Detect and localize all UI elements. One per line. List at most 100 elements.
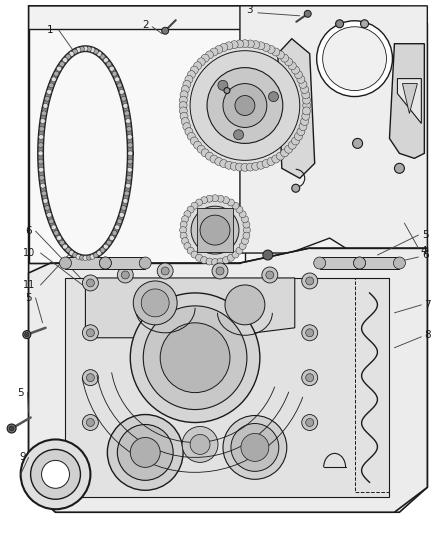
Circle shape [7, 424, 16, 433]
Circle shape [302, 112, 310, 120]
Circle shape [57, 236, 62, 240]
Circle shape [21, 439, 90, 509]
Circle shape [263, 250, 273, 260]
Circle shape [39, 126, 44, 132]
Circle shape [72, 253, 78, 257]
Circle shape [130, 293, 260, 423]
Circle shape [232, 202, 239, 209]
Circle shape [236, 40, 244, 48]
Circle shape [190, 434, 210, 455]
Circle shape [66, 247, 71, 253]
Bar [320, 257, 360, 269]
Circle shape [146, 443, 154, 451]
Circle shape [185, 75, 193, 83]
Circle shape [182, 426, 218, 462]
Text: 7: 7 [424, 300, 431, 310]
Circle shape [46, 90, 52, 94]
Circle shape [262, 159, 270, 167]
Circle shape [112, 71, 117, 76]
Circle shape [276, 152, 284, 160]
Circle shape [99, 257, 111, 269]
Circle shape [106, 240, 111, 245]
Circle shape [190, 51, 300, 160]
Circle shape [246, 40, 254, 48]
Circle shape [90, 47, 95, 52]
Bar [106, 257, 145, 269]
Circle shape [218, 80, 228, 90]
Circle shape [97, 251, 102, 255]
Text: 5: 5 [18, 387, 24, 398]
Circle shape [224, 87, 230, 94]
Circle shape [69, 51, 74, 56]
Circle shape [292, 184, 300, 192]
Circle shape [196, 448, 204, 456]
Circle shape [191, 202, 198, 209]
Circle shape [294, 71, 302, 78]
Circle shape [353, 139, 363, 148]
Circle shape [184, 243, 191, 249]
Circle shape [38, 143, 43, 148]
Circle shape [124, 111, 129, 116]
Circle shape [303, 96, 311, 104]
Circle shape [162, 27, 169, 34]
Circle shape [126, 118, 131, 124]
Circle shape [272, 155, 280, 163]
Circle shape [267, 158, 275, 166]
Circle shape [225, 161, 233, 169]
Circle shape [161, 267, 169, 275]
Circle shape [196, 199, 202, 206]
Circle shape [86, 46, 92, 52]
Circle shape [93, 253, 99, 257]
Circle shape [207, 68, 283, 143]
Circle shape [215, 45, 223, 53]
Circle shape [82, 370, 99, 385]
Circle shape [220, 159, 228, 167]
Circle shape [117, 83, 122, 88]
Polygon shape [28, 248, 427, 512]
Polygon shape [28, 29, 245, 263]
Circle shape [180, 107, 187, 115]
Circle shape [225, 285, 265, 325]
Circle shape [142, 439, 158, 455]
Circle shape [100, 54, 105, 59]
Circle shape [210, 48, 218, 56]
Circle shape [39, 175, 44, 180]
Circle shape [241, 433, 269, 462]
Circle shape [230, 41, 238, 49]
Circle shape [212, 263, 228, 279]
Circle shape [216, 267, 224, 275]
Circle shape [201, 256, 208, 264]
Circle shape [86, 255, 92, 260]
Circle shape [40, 183, 45, 188]
Circle shape [124, 191, 129, 196]
Circle shape [302, 325, 318, 341]
Circle shape [191, 251, 198, 258]
Circle shape [115, 77, 120, 82]
Circle shape [63, 58, 67, 62]
Circle shape [281, 149, 289, 157]
Circle shape [314, 257, 326, 269]
Text: 8: 8 [424, 330, 431, 340]
Circle shape [262, 267, 278, 283]
Circle shape [112, 230, 117, 236]
Circle shape [231, 424, 279, 471]
Circle shape [121, 271, 129, 279]
Circle shape [288, 62, 296, 70]
Circle shape [51, 77, 56, 82]
Circle shape [127, 143, 133, 148]
Circle shape [192, 445, 208, 461]
Circle shape [353, 257, 366, 269]
Circle shape [119, 212, 124, 217]
Circle shape [236, 206, 243, 213]
Polygon shape [278, 39, 314, 178]
Circle shape [299, 123, 307, 131]
Circle shape [180, 232, 187, 239]
Circle shape [82, 415, 99, 431]
Circle shape [107, 415, 183, 490]
Circle shape [252, 163, 260, 171]
Circle shape [128, 151, 133, 156]
Circle shape [212, 195, 219, 201]
Circle shape [127, 167, 132, 172]
Text: 10: 10 [22, 248, 35, 258]
Circle shape [267, 45, 275, 53]
